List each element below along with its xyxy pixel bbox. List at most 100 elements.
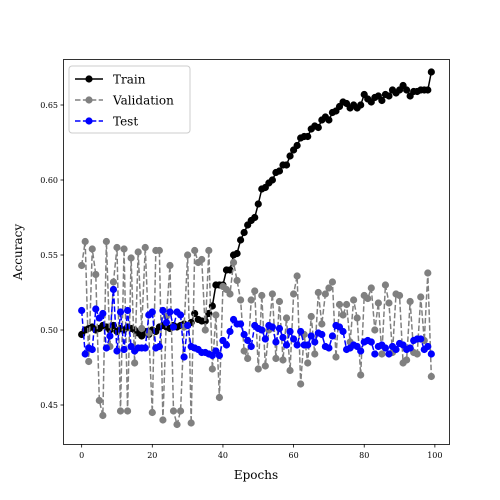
data-point [78, 261, 86, 270]
data-point [106, 332, 114, 340]
plot-frame [63, 59, 450, 445]
data-point [141, 243, 149, 252]
data-point [403, 356, 411, 364]
data-point [307, 312, 315, 321]
data-point [127, 254, 135, 262]
data-point [254, 365, 262, 373]
series-line [80, 241, 433, 428]
data-point [148, 408, 156, 417]
data-point [134, 248, 142, 256]
data-point [198, 255, 206, 264]
data-point [237, 296, 245, 304]
data-point [123, 306, 132, 315]
data-point [102, 237, 110, 246]
data-point [141, 344, 149, 352]
data-point [187, 419, 195, 427]
data-point [406, 297, 414, 306]
data-point [116, 407, 125, 415]
data-point [229, 258, 238, 267]
data-point [286, 152, 294, 160]
data-point [311, 338, 319, 346]
data-point [314, 123, 322, 132]
data-point [272, 338, 280, 346]
data-point [297, 380, 305, 388]
data-point [92, 305, 100, 313]
data-point [261, 335, 269, 343]
data-point [275, 167, 284, 175]
data-point [201, 326, 209, 334]
x-tick-label: 60 [288, 451, 298, 460]
data-point [184, 251, 192, 259]
data-point [251, 213, 259, 222]
data-point [378, 96, 386, 105]
data-point [173, 420, 181, 429]
legend-marker [85, 117, 93, 125]
data-point [381, 344, 390, 352]
data-point [247, 342, 255, 351]
data-point [293, 341, 301, 349]
data-point [335, 300, 344, 309]
data-point [237, 320, 245, 328]
data-point [395, 291, 404, 300]
data-point [304, 359, 312, 367]
data-point [116, 308, 125, 316]
data-point [403, 86, 411, 94]
data-point [325, 284, 333, 292]
data-point [427, 350, 435, 358]
data-point [268, 290, 276, 298]
data-point [279, 356, 287, 364]
data-point [289, 290, 298, 298]
data-point [357, 347, 365, 355]
data-point [222, 341, 231, 349]
data-point [155, 342, 163, 351]
data-point [81, 237, 89, 246]
data-point [102, 344, 110, 352]
data-point [424, 86, 432, 94]
data-point [148, 308, 156, 316]
data-point [78, 306, 86, 315]
data-point [413, 350, 421, 358]
legend-label: Test [113, 115, 138, 129]
data-point [244, 336, 252, 345]
data-point [120, 245, 128, 253]
data-point [184, 321, 192, 330]
data-point [353, 314, 361, 322]
data-point [191, 246, 199, 255]
data-point [92, 270, 100, 279]
data-point [109, 285, 118, 294]
data-point [392, 345, 400, 354]
y-tick-label: 0.55 [40, 251, 58, 260]
data-point [159, 416, 167, 424]
data-point [339, 311, 347, 319]
data-point [258, 291, 266, 300]
data-point [293, 272, 301, 280]
data-point [268, 323, 276, 331]
series-train [78, 68, 435, 340]
data-point [208, 365, 216, 373]
data-point [120, 345, 128, 354]
data-point [282, 161, 291, 169]
y-tick-label: 0.65 [40, 101, 58, 110]
data-point [328, 332, 337, 340]
data-point [268, 176, 276, 184]
data-point [350, 296, 358, 304]
y-tick-label: 0.45 [40, 401, 58, 410]
data-point [304, 132, 312, 141]
data-point [113, 347, 121, 355]
data-point [342, 300, 351, 309]
data-point [166, 308, 174, 316]
data-point [371, 350, 379, 358]
data-point [385, 92, 393, 100]
data-point [275, 324, 284, 333]
data-point [176, 311, 185, 319]
data-point [131, 359, 139, 367]
x-axis: 0 20 40 60 80 100 [79, 444, 443, 460]
data-point [247, 296, 255, 304]
data-point [427, 372, 435, 381]
data-point [166, 261, 174, 270]
data-point [233, 249, 241, 258]
data-point [254, 200, 262, 208]
data-point [381, 281, 390, 289]
data-point [427, 68, 435, 76]
